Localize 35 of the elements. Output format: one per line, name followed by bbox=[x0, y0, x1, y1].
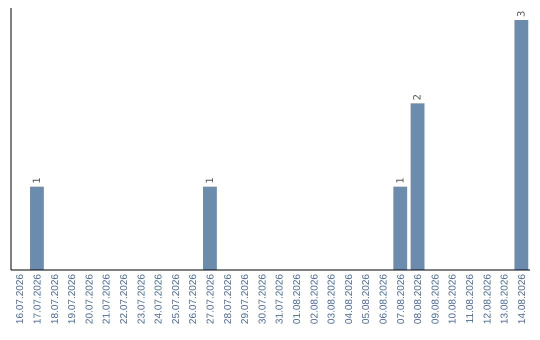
x-tick-label: 23.07.2026 bbox=[136, 274, 148, 324]
x-tick-label: 03.08.2026 bbox=[326, 274, 338, 324]
x-tick-label: 18.07.2026 bbox=[50, 274, 61, 324]
x-tick-label: 10.08.2026 bbox=[448, 274, 459, 324]
x-tick-label: 13.08.2026 bbox=[500, 274, 511, 324]
x-tick-label: 07.08.2026 bbox=[396, 274, 407, 324]
x-tick-label: 17.07.2026 bbox=[32, 274, 44, 324]
x-tick-label: 27.07.2026 bbox=[205, 274, 216, 324]
data-label: 1 bbox=[32, 177, 43, 184]
data-label: 3 bbox=[516, 10, 528, 17]
x-tick-label: 02.08.2026 bbox=[309, 274, 320, 324]
x-tick-label: 22.07.2026 bbox=[118, 274, 130, 324]
x-tick-label: 26.07.2026 bbox=[188, 274, 200, 324]
x-tick-label: 09.08.2026 bbox=[430, 274, 442, 324]
data-label: 1 bbox=[395, 177, 406, 184]
x-tick-label: 31.07.2026 bbox=[274, 274, 286, 324]
x-tick-label: 11.08.2026 bbox=[464, 274, 476, 324]
x-tick-label: 14.08.2026 bbox=[516, 274, 528, 324]
x-tick-label: 28.07.2026 bbox=[222, 274, 234, 324]
data-label: 2 bbox=[412, 94, 424, 100]
x-tick-label: 12.08.2026 bbox=[482, 274, 494, 324]
x-tick-label: 24.07.2026 bbox=[154, 274, 165, 324]
x-tick-label: 21.07.2026 bbox=[102, 274, 113, 324]
x-tick-label: 25.07.2026 bbox=[170, 274, 182, 324]
x-tick-label: 05.08.2026 bbox=[361, 274, 372, 324]
x-tick-label: 16.07.2026 bbox=[15, 274, 26, 324]
x-tick-label: 20.07.2026 bbox=[84, 274, 96, 324]
x-tick-label: 01.08.2026 bbox=[292, 274, 303, 324]
x-tick-label: 19.07.2026 bbox=[67, 274, 78, 324]
x-tick-label: 08.08.2026 bbox=[413, 274, 424, 324]
x-tick-label: 06.08.2026 bbox=[378, 274, 390, 324]
x-tick-label: 04.08.2026 bbox=[344, 274, 355, 324]
data-label: 1 bbox=[204, 177, 216, 184]
x-tick-label: 30.07.2026 bbox=[257, 274, 268, 324]
x-tick-label: 29.07.2026 bbox=[240, 274, 252, 324]
